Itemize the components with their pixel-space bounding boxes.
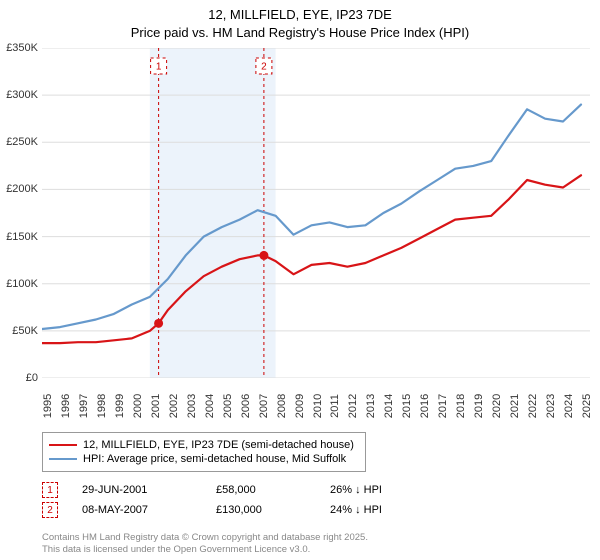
sale-dot xyxy=(154,319,163,328)
chart-title: 12, MILLFIELD, EYE, IP23 7DE Price paid … xyxy=(0,0,600,41)
title-line-2: Price paid vs. HM Land Registry's House … xyxy=(0,24,600,42)
x-tick-label: 2012 xyxy=(347,394,359,418)
x-tick-label: 2000 xyxy=(132,394,144,418)
legend-swatch xyxy=(49,458,77,460)
sale-row: 2 08-MAY-2007 £130,000 24% ↓ HPI xyxy=(42,502,590,518)
legend-item: 12, MILLFIELD, EYE, IP23 7DE (semi-detac… xyxy=(49,439,359,451)
x-tick-label: 1996 xyxy=(60,394,72,418)
sale-delta: 26% ↓ HPI xyxy=(330,484,450,496)
x-tick-label: 2006 xyxy=(240,394,252,418)
y-tick-label: £250K xyxy=(6,136,38,148)
sale-row-marker: 2 xyxy=(42,502,58,518)
highlight-band xyxy=(150,48,276,378)
legend-item: HPI: Average price, semi-detached house,… xyxy=(49,453,359,465)
footer-line-2: This data is licensed under the Open Gov… xyxy=(42,544,368,556)
legend-swatch xyxy=(49,444,77,446)
x-tick-label: 2016 xyxy=(419,394,431,418)
x-tick-label: 2021 xyxy=(509,394,521,418)
chart-plot-area: 12 xyxy=(42,48,590,378)
x-axis: 1995 1996 1997 1998 1999 2000 2001 2002 2003 2004… xyxy=(42,382,590,432)
x-tick-label: 2025 xyxy=(581,394,593,418)
y-tick-label: £300K xyxy=(6,89,38,101)
sale-marker-number: 1 xyxy=(156,62,162,73)
x-tick-label: 1997 xyxy=(78,394,90,418)
title-line-1: 12, MILLFIELD, EYE, IP23 7DE xyxy=(0,6,600,24)
x-tick-label: 2018 xyxy=(455,394,467,418)
sale-row-marker: 1 xyxy=(42,482,58,498)
legend-label: HPI: Average price, semi-detached house,… xyxy=(83,453,346,465)
x-tick-label: 2001 xyxy=(150,394,162,418)
x-tick-label: 2009 xyxy=(294,394,306,418)
x-tick-label: 2002 xyxy=(168,394,180,418)
y-axis: £0£50K£100K£150K£200K£250K£300K£350K xyxy=(0,48,40,378)
x-tick-label: 2008 xyxy=(276,394,288,418)
x-tick-label: 1999 xyxy=(114,394,126,418)
x-tick-label: 2019 xyxy=(473,394,485,418)
sale-price: £58,000 xyxy=(216,484,306,496)
x-tick-label: 2010 xyxy=(312,394,324,418)
sale-delta: 24% ↓ HPI xyxy=(330,504,450,516)
x-tick-label: 2014 xyxy=(383,394,395,418)
series-line-1 xyxy=(42,105,581,329)
sales-table: 1 29-JUN-2001 £58,000 26% ↓ HPI 2 08-MAY-2007… xyxy=(42,478,590,522)
series-line-0 xyxy=(42,175,581,343)
x-tick-label: 2005 xyxy=(222,394,234,418)
x-tick-label: 2004 xyxy=(204,394,216,418)
x-tick-label: 2011 xyxy=(329,394,341,418)
sale-date: 29-JUN-2001 xyxy=(82,484,192,496)
footer-line-1: Contains HM Land Registry data © Crown c… xyxy=(42,532,368,544)
x-tick-label: 2022 xyxy=(527,394,539,418)
x-tick-label: 2013 xyxy=(365,394,377,418)
legend: 12, MILLFIELD, EYE, IP23 7DE (semi-detac… xyxy=(42,432,366,472)
x-tick-label: 1998 xyxy=(96,394,108,418)
x-tick-label: 1995 xyxy=(42,394,54,418)
x-tick-label: 2003 xyxy=(186,394,198,418)
y-tick-label: £200K xyxy=(6,183,38,195)
x-tick-label: 2023 xyxy=(545,394,557,418)
y-tick-label: £50K xyxy=(12,325,38,337)
sale-price: £130,000 xyxy=(216,504,306,516)
x-tick-label: 2024 xyxy=(563,394,575,418)
y-tick-label: £0 xyxy=(26,372,38,384)
legend-label: 12, MILLFIELD, EYE, IP23 7DE (semi-detac… xyxy=(83,439,354,451)
y-tick-label: £150K xyxy=(6,231,38,243)
sale-marker-number: 2 xyxy=(261,62,267,73)
sale-date: 08-MAY-2007 xyxy=(82,504,192,516)
x-tick-label: 2007 xyxy=(258,394,270,418)
sale-dot xyxy=(259,251,268,260)
x-tick-label: 2015 xyxy=(401,394,413,418)
x-tick-label: 2020 xyxy=(491,394,503,418)
y-tick-label: £100K xyxy=(6,278,38,290)
sale-row: 1 29-JUN-2001 £58,000 26% ↓ HPI xyxy=(42,482,590,498)
y-tick-label: £350K xyxy=(6,42,38,54)
x-tick-label: 2017 xyxy=(437,394,449,418)
footer-attribution: Contains HM Land Registry data © Crown c… xyxy=(42,532,368,556)
